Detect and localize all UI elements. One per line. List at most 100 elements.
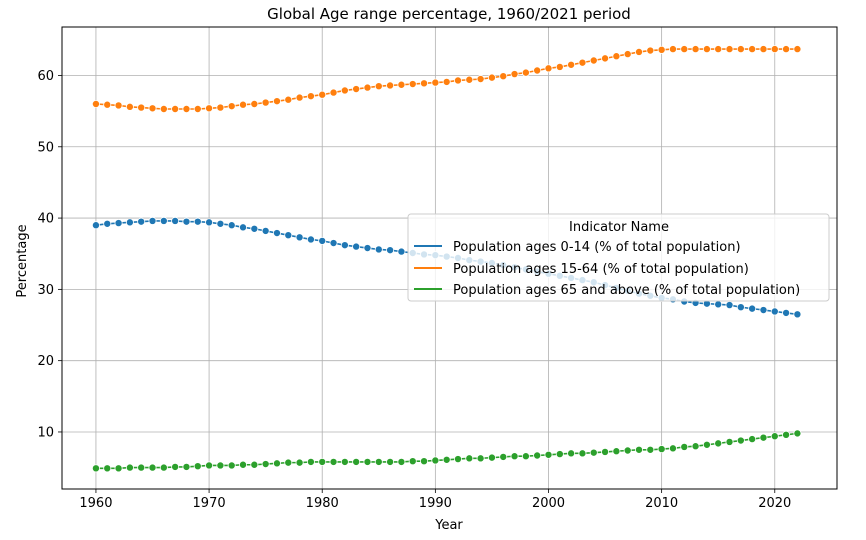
data-point	[193, 104, 202, 113]
data-point	[272, 97, 281, 106]
y-axis-ticks: 10 20 30 40 50 60	[37, 69, 62, 440]
legend: Indicator Name Population ages 0-14 (% o…	[407, 213, 830, 302]
data-point	[725, 437, 734, 446]
data-point	[782, 430, 791, 439]
data-point	[352, 242, 361, 251]
data-point	[646, 46, 655, 55]
series-2	[91, 429, 802, 473]
data-point	[148, 104, 157, 113]
data-point	[646, 445, 655, 454]
chart-title: Global Age range percentage, 1960/2021 p…	[267, 5, 631, 23]
legend-box	[407, 213, 830, 302]
data-point	[601, 54, 610, 63]
data-point	[182, 217, 191, 226]
data-point	[442, 455, 451, 464]
data-point	[691, 45, 700, 54]
data-point	[623, 50, 632, 59]
data-point	[205, 104, 214, 113]
data-point	[171, 462, 180, 471]
data-point	[770, 45, 779, 54]
data-point	[227, 102, 236, 111]
y-tick-label: 40	[37, 212, 54, 227]
data-point	[250, 100, 259, 109]
data-point	[521, 68, 530, 77]
data-point	[555, 450, 564, 459]
data-point	[736, 45, 745, 54]
data-point	[521, 452, 530, 461]
data-point	[159, 463, 168, 472]
data-point	[759, 433, 768, 442]
data-point	[612, 52, 621, 61]
data-point	[397, 80, 406, 89]
data-point	[793, 45, 802, 54]
x-axis-ticks: 1960 1970 1980 1990 2000 2010 2020	[79, 489, 791, 511]
data-point	[318, 90, 327, 99]
data-point	[239, 460, 248, 469]
data-point	[623, 446, 632, 455]
series-1	[91, 45, 802, 113]
data-point	[318, 236, 327, 245]
data-point	[476, 454, 485, 463]
data-point	[239, 223, 248, 232]
data-point	[793, 429, 802, 438]
data-point	[103, 464, 112, 473]
data-point	[668, 45, 677, 54]
data-point	[680, 45, 689, 54]
data-point	[114, 464, 123, 473]
legend-label-0: Population ages 0-14 (% of total populat…	[453, 240, 741, 255]
data-point	[431, 78, 440, 87]
data-point	[250, 224, 259, 233]
data-point	[103, 219, 112, 228]
data-point	[125, 218, 134, 227]
x-axis-label: Year	[434, 518, 463, 533]
data-point	[125, 463, 134, 472]
data-point	[759, 45, 768, 54]
data-point	[601, 447, 610, 456]
data-point	[193, 217, 202, 226]
data-point	[91, 464, 100, 473]
data-point	[691, 442, 700, 451]
data-point	[137, 103, 146, 112]
data-point	[465, 454, 474, 463]
data-point	[453, 455, 462, 464]
data-point	[408, 457, 417, 466]
data-point	[499, 72, 508, 81]
data-point	[544, 64, 553, 73]
data-point	[397, 247, 406, 256]
data-point	[578, 58, 587, 67]
data-point	[635, 445, 644, 454]
data-point	[487, 73, 496, 82]
data-point	[487, 453, 496, 462]
data-point	[306, 92, 315, 101]
data-point	[476, 75, 485, 84]
data-point	[510, 70, 519, 79]
data-point	[125, 102, 134, 111]
data-point	[261, 226, 270, 235]
data-point	[295, 93, 304, 102]
data-point	[363, 457, 372, 466]
data-point	[374, 245, 383, 254]
data-point	[702, 440, 711, 449]
data-point	[148, 216, 157, 225]
data-point	[680, 442, 689, 451]
y-tick-label: 10	[37, 425, 54, 440]
data-point	[420, 457, 429, 466]
data-point	[714, 439, 723, 448]
data-point	[295, 233, 304, 242]
data-point	[114, 101, 123, 110]
data-point	[431, 456, 440, 465]
x-tick-label: 2000	[532, 496, 565, 511]
data-point	[352, 85, 361, 94]
data-point	[408, 80, 417, 89]
plot-area-frame	[61, 26, 838, 490]
data-point	[182, 462, 191, 471]
data-point	[770, 307, 779, 316]
legend-label-1: Population ages 15-64 (% of total popula…	[453, 262, 749, 277]
y-tick-label: 50	[37, 140, 54, 155]
data-point	[748, 45, 757, 54]
data-point	[442, 77, 451, 86]
data-point	[782, 308, 791, 317]
data-point	[499, 452, 508, 461]
data-point	[329, 239, 338, 248]
